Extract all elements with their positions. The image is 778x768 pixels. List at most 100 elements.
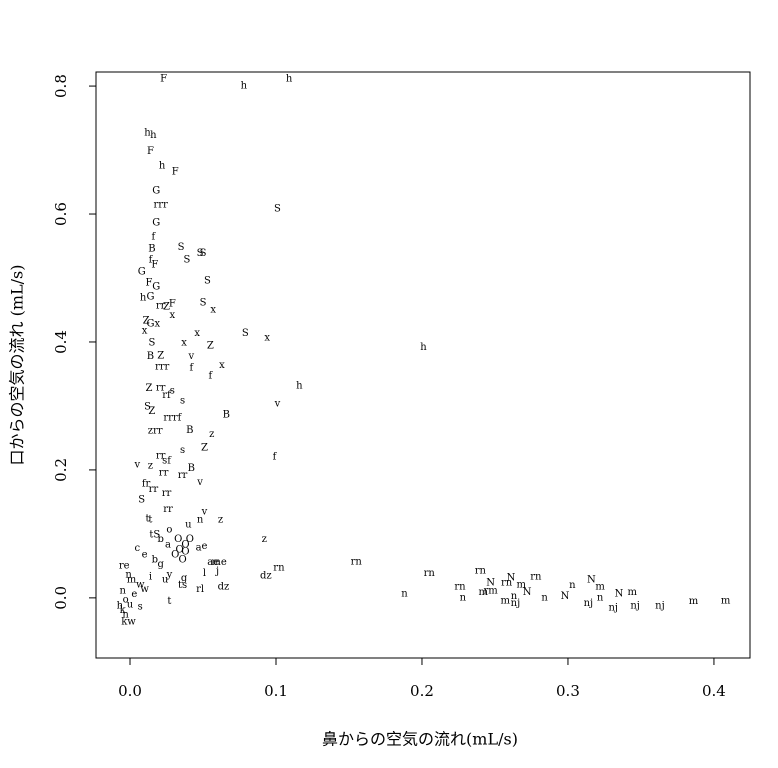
point-label: B bbox=[147, 351, 154, 362]
point-label: N bbox=[486, 578, 495, 589]
point-label: l bbox=[203, 568, 206, 579]
point-label: rr bbox=[156, 383, 166, 394]
point-label: fr bbox=[142, 478, 151, 489]
point-label: n bbox=[569, 580, 576, 591]
point-label: Gx bbox=[147, 319, 161, 330]
y-tick-label: 0.8 bbox=[52, 74, 70, 98]
point-label: z bbox=[209, 429, 214, 440]
point-label: me bbox=[211, 557, 226, 568]
x-tick-label: 0.1 bbox=[264, 682, 288, 700]
point-label: rr bbox=[156, 301, 166, 312]
point-label: h bbox=[159, 161, 166, 172]
point-label: h bbox=[296, 381, 303, 392]
point-label: G bbox=[138, 267, 146, 278]
point-label: a bbox=[165, 539, 171, 550]
point-label: N bbox=[507, 573, 516, 584]
point-label: t bbox=[148, 514, 152, 525]
point-label: Z bbox=[148, 406, 155, 417]
point-label: n bbox=[122, 610, 129, 621]
point-label: S bbox=[184, 255, 191, 266]
point-label: Z bbox=[163, 301, 170, 312]
point-label: B bbox=[186, 425, 193, 436]
point-label: rrrf bbox=[163, 413, 182, 424]
point-label: u bbox=[185, 519, 192, 530]
point-label: B bbox=[148, 244, 155, 255]
point-label: F bbox=[147, 146, 154, 157]
point-label: O bbox=[178, 555, 186, 566]
point-label: f bbox=[208, 370, 213, 381]
point-label: O bbox=[171, 550, 179, 561]
point-label: m bbox=[721, 596, 731, 607]
point-label: n bbox=[125, 569, 132, 580]
point-label: n bbox=[597, 592, 604, 603]
point-label: rr bbox=[162, 488, 172, 499]
point-label: rr bbox=[159, 468, 169, 479]
point-label: S bbox=[200, 297, 207, 308]
point-label: h bbox=[144, 127, 151, 138]
point-label: j bbox=[215, 566, 219, 577]
point-label: rr bbox=[163, 504, 173, 515]
point-label: G bbox=[146, 292, 154, 303]
point-label: m bbox=[500, 596, 510, 607]
point-label: re bbox=[119, 560, 130, 571]
point-label: rr bbox=[178, 470, 188, 481]
point-label: S bbox=[148, 338, 155, 349]
point-label: h bbox=[140, 292, 147, 303]
point-label: m bbox=[595, 581, 605, 592]
point-label: x bbox=[219, 360, 225, 371]
point-label: b bbox=[157, 534, 163, 545]
point-label: e bbox=[202, 541, 208, 552]
point-label: N bbox=[587, 574, 596, 585]
point-label: s bbox=[138, 601, 143, 612]
point-label: v bbox=[201, 507, 208, 518]
point-label: S bbox=[144, 402, 151, 413]
point-label: u bbox=[162, 574, 169, 585]
point-label: w bbox=[136, 580, 145, 591]
point-label: Z bbox=[157, 351, 164, 362]
point-label: rn bbox=[273, 562, 285, 573]
point-label: O bbox=[181, 546, 189, 557]
point-label: k bbox=[120, 605, 127, 616]
y-tick-label: 0.6 bbox=[52, 202, 70, 226]
point-label: h bbox=[241, 81, 248, 92]
point-label: rf bbox=[162, 390, 172, 401]
point-label: f bbox=[189, 363, 194, 374]
point-label: dz bbox=[260, 571, 272, 582]
x-tick-label: 0.4 bbox=[702, 682, 726, 700]
point-label: N bbox=[523, 587, 532, 598]
point-label: v bbox=[187, 351, 194, 362]
point-label: rr bbox=[156, 450, 166, 461]
point-label: sf bbox=[162, 455, 172, 466]
point-label: F bbox=[151, 260, 158, 271]
point-label: o bbox=[123, 594, 129, 605]
point-label: G bbox=[152, 217, 160, 228]
point-label: i bbox=[149, 571, 152, 582]
point-label: O bbox=[181, 539, 189, 550]
point-label: n bbox=[541, 592, 548, 603]
point-label: n bbox=[401, 589, 408, 600]
point-label: n bbox=[197, 514, 204, 525]
point-label: e bbox=[142, 550, 148, 561]
y-tick-label: 0.2 bbox=[52, 458, 70, 482]
point-label: v bbox=[133, 459, 140, 470]
point-label: f bbox=[273, 452, 278, 463]
point-label: B bbox=[223, 409, 230, 420]
point-label: h bbox=[420, 342, 427, 353]
point-label: rr bbox=[149, 484, 159, 495]
point-label: G bbox=[152, 281, 160, 292]
point-label: nj bbox=[511, 598, 521, 609]
point-label: O bbox=[186, 534, 194, 545]
point-label: B bbox=[188, 463, 195, 474]
y-axis-label: 口からの空気の流れ (mL/s) bbox=[8, 265, 27, 466]
point-label: rrr bbox=[153, 200, 168, 211]
point-label: a bbox=[196, 542, 202, 553]
point-label: h bbox=[150, 130, 157, 141]
point-label: e bbox=[131, 589, 137, 600]
point-label: nj bbox=[655, 601, 665, 612]
point-label: x bbox=[181, 338, 187, 349]
point-label: z bbox=[262, 534, 267, 545]
point-label: S bbox=[204, 276, 211, 287]
point-label: rn bbox=[530, 571, 542, 582]
